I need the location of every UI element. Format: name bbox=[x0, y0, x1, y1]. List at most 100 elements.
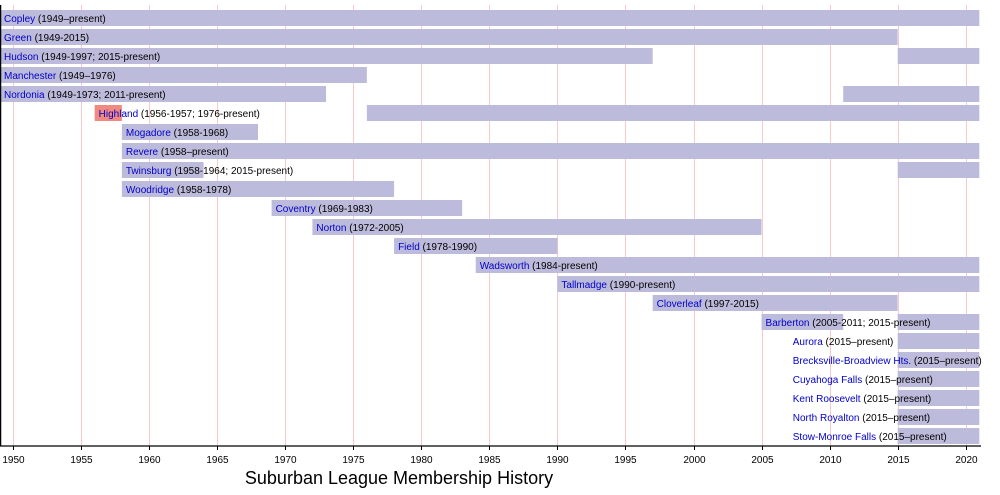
row-label: Mogadore (1958-1968) bbox=[126, 128, 228, 139]
x-tick-label: 2020 bbox=[955, 455, 978, 466]
bar-nordonia-1 bbox=[843, 86, 980, 102]
bar-green-0 bbox=[0, 29, 898, 45]
school-link[interactable]: Brecksville-Broadview Hts. bbox=[793, 356, 911, 367]
membership-years: (1949-2015) bbox=[32, 33, 89, 44]
school-link[interactable]: Revere bbox=[126, 147, 159, 158]
row-label: Brecksville-Broadview Hts. (2015–present… bbox=[793, 356, 982, 367]
membership-years: (1949-1973; 2011-present) bbox=[45, 90, 166, 101]
bar-field-0 bbox=[394, 238, 558, 254]
membership-years: (1990-present) bbox=[607, 280, 675, 291]
x-axis-ticks: 1950 1955 1960 1965 1970 1975 1980 1985 1990 1995… bbox=[2, 446, 978, 466]
row-label: Hudson (1949-1997; 2015-present) bbox=[4, 52, 160, 63]
bar-wadsworth-0 bbox=[475, 257, 980, 273]
bar-twinsburg-1 bbox=[897, 162, 980, 178]
membership-years: (1949–present) bbox=[35, 14, 106, 25]
school-link[interactable]: Woodridge bbox=[126, 185, 175, 196]
x-tick-label: 1980 bbox=[410, 455, 433, 466]
school-link[interactable]: Coventry bbox=[276, 204, 316, 215]
x-tick-label: 1965 bbox=[206, 455, 229, 466]
school-link[interactable]: Kent Roosevelt bbox=[793, 394, 861, 405]
row-label: Stow-Monroe Falls (2015–present) bbox=[793, 432, 947, 443]
row-label: Copley (1949–present) bbox=[4, 14, 106, 25]
row-label: Tallmadge (1990-present) bbox=[561, 280, 675, 291]
bar-barberton-0 bbox=[761, 314, 844, 330]
bar-hudson-0 bbox=[0, 48, 653, 64]
bar-aurora-0 bbox=[897, 333, 980, 349]
school-link[interactable]: Wadsworth bbox=[480, 261, 530, 272]
row-label: Barberton (2005-2011; 2015-present) bbox=[766, 318, 931, 329]
bar-twinsburg-0 bbox=[121, 162, 204, 178]
x-tick-label: 2005 bbox=[751, 455, 774, 466]
membership-years: (2015–present) bbox=[876, 432, 947, 443]
school-link[interactable]: Nordonia bbox=[4, 90, 45, 101]
bar-north-royalton-0 bbox=[897, 409, 980, 425]
bars-group bbox=[0, 10, 980, 444]
school-link[interactable]: Tallmadge bbox=[561, 280, 607, 291]
membership-years: (2015–present) bbox=[859, 413, 930, 424]
x-tick-label: 1950 bbox=[2, 455, 25, 466]
bar-stow-monroe-falls-0 bbox=[897, 428, 980, 444]
membership-years: (1984-present) bbox=[529, 261, 597, 272]
bar-hudson-1 bbox=[897, 48, 980, 64]
bar-cloverleaf-0 bbox=[652, 295, 898, 311]
x-tick-label: 2015 bbox=[887, 455, 910, 466]
row-label: Cuyahoga Falls (2015–present) bbox=[793, 375, 933, 386]
bar-kent-roosevelt-0 bbox=[897, 390, 980, 406]
row-label: Field (1978-1990) bbox=[398, 242, 477, 253]
membership-years: (1958–present) bbox=[158, 147, 229, 158]
x-tick-label: 1985 bbox=[478, 455, 501, 466]
school-link[interactable]: Copley bbox=[4, 14, 35, 25]
membership-years: (1997-2015) bbox=[702, 299, 759, 310]
school-link[interactable]: Cuyahoga Falls bbox=[793, 375, 862, 386]
row-label: Aurora (2015–present) bbox=[793, 337, 894, 348]
bar-coventry-0 bbox=[271, 200, 463, 216]
school-link[interactable]: Field bbox=[398, 242, 420, 253]
row-label: Nordonia (1949-1973; 2011-present) bbox=[4, 90, 166, 101]
membership-years: (1978-1990) bbox=[420, 242, 477, 253]
bar-copley-0 bbox=[0, 10, 980, 26]
row-label: Green (1949-2015) bbox=[4, 33, 89, 44]
row-label: Woodridge (1958-1978) bbox=[126, 185, 231, 196]
bar-brecksville-broadview-hts--0 bbox=[897, 352, 980, 368]
x-tick-label: 2000 bbox=[683, 455, 706, 466]
bar-highland-0 bbox=[94, 105, 122, 121]
bar-nordonia-0 bbox=[0, 86, 327, 102]
school-link[interactable]: North Royalton bbox=[793, 413, 860, 424]
membership-years: (1958-1964; 2015-present) bbox=[171, 166, 293, 177]
row-label: Kent Roosevelt (2015–present) bbox=[793, 394, 931, 405]
school-link[interactable]: Twinsburg bbox=[126, 166, 172, 177]
school-link[interactable]: Cloverleaf bbox=[657, 299, 702, 310]
membership-years: (1956-1957; 1976-present) bbox=[138, 109, 260, 120]
row-label: Cloverleaf (1997-2015) bbox=[657, 299, 759, 310]
school-link[interactable]: Manchester bbox=[4, 71, 57, 82]
school-link[interactable]: Hudson bbox=[4, 52, 38, 63]
labels-group: Copley (1949–present)Green (1949-2015)Hu… bbox=[4, 14, 982, 443]
x-tick-label: 2010 bbox=[819, 455, 842, 466]
bar-revere-0 bbox=[121, 143, 980, 159]
row-label: Norton (1972-2005) bbox=[316, 223, 403, 234]
bar-mogadore-0 bbox=[121, 124, 258, 140]
membership-years: (2015–present) bbox=[823, 337, 894, 348]
bar-tallmadge-0 bbox=[557, 276, 980, 292]
x-tick-label: 1970 bbox=[274, 455, 297, 466]
x-tick-label: 1955 bbox=[70, 455, 93, 466]
school-link[interactable]: Aurora bbox=[793, 337, 823, 348]
membership-years: (1958-1978) bbox=[174, 185, 231, 196]
school-link[interactable]: Green bbox=[4, 33, 32, 44]
x-tick-label: 1975 bbox=[342, 455, 365, 466]
row-label: Coventry (1969-1983) bbox=[276, 204, 373, 215]
school-link[interactable]: Norton bbox=[316, 223, 346, 234]
school-link[interactable]: Barberton bbox=[766, 318, 810, 329]
school-link[interactable]: Mogadore bbox=[126, 128, 171, 139]
x-tick-label: 1990 bbox=[546, 455, 569, 466]
membership-years: (1949–1976) bbox=[56, 71, 116, 82]
x-tick-label: 1995 bbox=[614, 455, 637, 466]
row-label: Manchester (1949–1976) bbox=[4, 71, 116, 82]
bar-manchester-0 bbox=[0, 67, 367, 83]
bar-barberton-1 bbox=[897, 314, 980, 330]
membership-years: (1969-1983) bbox=[316, 204, 373, 215]
membership-years: (2005-2011; 2015-present) bbox=[809, 318, 930, 329]
school-link[interactable]: Highland bbox=[99, 109, 138, 120]
school-link[interactable]: Stow-Monroe Falls bbox=[793, 432, 876, 443]
